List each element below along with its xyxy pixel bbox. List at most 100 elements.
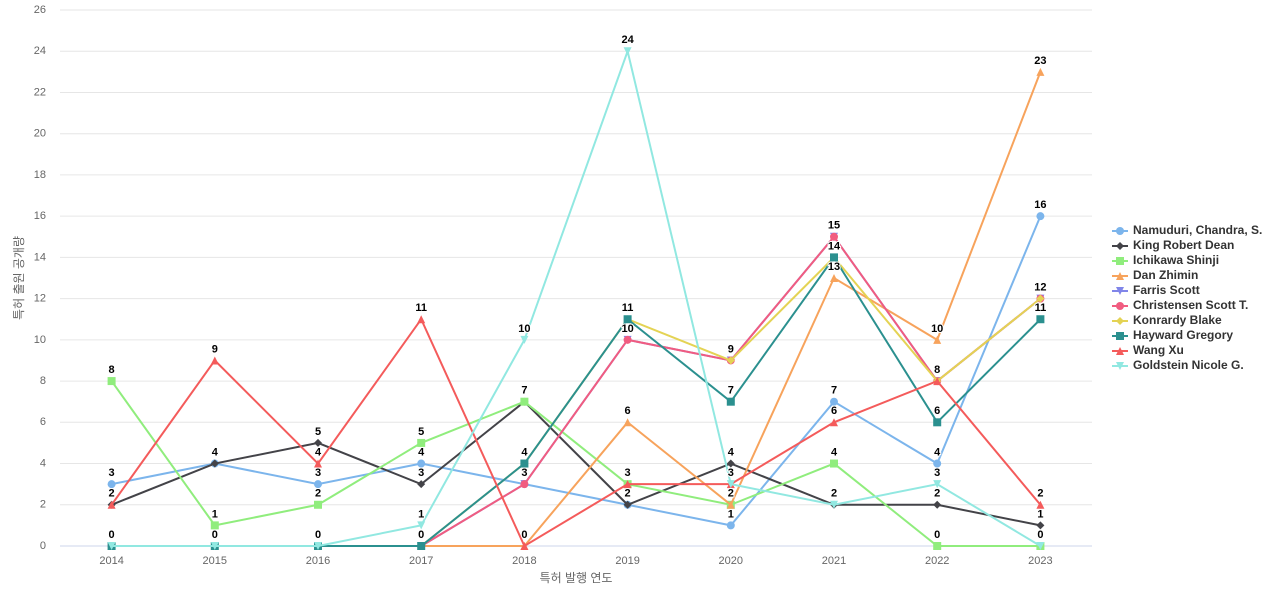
marker bbox=[830, 253, 838, 262]
marker bbox=[314, 459, 322, 468]
y-tick-label: 18 bbox=[34, 169, 46, 181]
marker bbox=[830, 274, 838, 282]
y-tick-label: 16 bbox=[34, 210, 46, 222]
data-label: 2 bbox=[109, 488, 115, 500]
series-line bbox=[110, 317, 1042, 548]
marker bbox=[933, 542, 942, 550]
series-line bbox=[111, 215, 1042, 527]
marker bbox=[1036, 294, 1045, 303]
data-label: 4 bbox=[521, 446, 528, 458]
y-tick-label: 4 bbox=[40, 457, 46, 469]
marker bbox=[417, 315, 426, 324]
data-label: 4 bbox=[418, 446, 425, 458]
data-label: 2 bbox=[625, 488, 631, 500]
data-label: 1 bbox=[1037, 508, 1043, 520]
legend-label: Wang Xu bbox=[1133, 343, 1184, 357]
marker bbox=[210, 542, 219, 550]
marker bbox=[830, 232, 838, 241]
data-label: 1 bbox=[418, 508, 424, 520]
marker bbox=[726, 480, 735, 489]
legend-label: King Robert Dean bbox=[1133, 238, 1234, 252]
data-label: 2 bbox=[1037, 488, 1043, 500]
data-label: 1 bbox=[728, 508, 734, 520]
data-label: 5 bbox=[315, 426, 321, 438]
data-label: 0 bbox=[315, 529, 321, 541]
marker bbox=[107, 480, 116, 489]
marker bbox=[1036, 500, 1045, 509]
data-label: 10 bbox=[931, 323, 943, 335]
marker bbox=[314, 542, 322, 550]
legend-label: Christensen Scott T. bbox=[1133, 298, 1248, 312]
x-tick-label: 2021 bbox=[822, 555, 846, 567]
series-line bbox=[111, 71, 1042, 547]
data-label: 9 bbox=[728, 343, 734, 355]
marker bbox=[1036, 542, 1045, 550]
x-axis-title: 특허 발행 연도 bbox=[540, 570, 613, 585]
marker bbox=[210, 521, 219, 530]
data-label: 2 bbox=[728, 488, 734, 500]
marker bbox=[623, 480, 632, 489]
data-label: 6 bbox=[831, 405, 837, 417]
marker bbox=[417, 542, 426, 550]
data-label: 0 bbox=[521, 529, 527, 541]
marker bbox=[314, 438, 322, 447]
data-label: 3 bbox=[625, 467, 631, 479]
marker bbox=[726, 521, 735, 530]
series-line bbox=[111, 255, 1042, 547]
marker bbox=[1116, 332, 1124, 340]
x-tick-label: 2018 bbox=[512, 555, 536, 567]
marker bbox=[520, 397, 529, 406]
marker bbox=[623, 47, 632, 56]
x-tick-label: 2022 bbox=[925, 555, 949, 567]
marker bbox=[623, 315, 632, 324]
marker bbox=[1116, 287, 1124, 295]
data-label: 1 bbox=[212, 508, 218, 520]
y-tick-label: 20 bbox=[34, 128, 46, 140]
data-label: 16 bbox=[1034, 199, 1046, 211]
data-label: 6 bbox=[934, 405, 940, 417]
x-tick-label: 2019 bbox=[615, 555, 639, 567]
marker bbox=[830, 500, 838, 509]
marker bbox=[933, 459, 942, 468]
data-label: 13 bbox=[828, 261, 840, 273]
series bbox=[107, 315, 1045, 550]
marker bbox=[107, 542, 116, 550]
data-label: 0 bbox=[934, 529, 940, 541]
data-label: 4 bbox=[315, 446, 322, 458]
y-tick-label: 10 bbox=[34, 334, 46, 346]
marker bbox=[1036, 212, 1045, 221]
x-tick-label: 2016 bbox=[306, 555, 330, 567]
data-label: 9 bbox=[212, 343, 218, 355]
legend-label: Namuduri, Chandra, S. bbox=[1133, 223, 1262, 237]
marker bbox=[1036, 67, 1045, 76]
marker bbox=[314, 480, 322, 489]
data-label: 12 bbox=[1034, 282, 1046, 294]
data-label: 2 bbox=[934, 488, 940, 500]
data-label: 0 bbox=[212, 529, 218, 541]
data-label: 2 bbox=[315, 488, 321, 500]
marker bbox=[520, 542, 529, 550]
data-label: 8 bbox=[109, 364, 115, 376]
legend-label: Hayward Gregory bbox=[1133, 328, 1233, 342]
legend-label: Farris Scott bbox=[1133, 283, 1200, 297]
y-tick-label: 8 bbox=[40, 375, 46, 387]
marker bbox=[417, 438, 426, 447]
x-tick-label: 2015 bbox=[203, 555, 227, 567]
data-label: 3 bbox=[728, 467, 734, 479]
data-label: 14 bbox=[828, 240, 841, 252]
legend-label: Goldstein Nicole G. bbox=[1133, 358, 1244, 372]
data-label: 5 bbox=[418, 426, 424, 438]
marker bbox=[210, 459, 219, 468]
y-tick-label: 22 bbox=[34, 86, 46, 98]
data-label: 3 bbox=[521, 467, 527, 479]
series-line bbox=[110, 380, 1041, 547]
data-label: 10 bbox=[621, 323, 633, 335]
data-label: 24 bbox=[621, 34, 634, 46]
data-label: 3 bbox=[315, 467, 321, 479]
data-label: 11 bbox=[622, 302, 634, 314]
legend-label: Ichikawa Shinji bbox=[1133, 253, 1219, 267]
series bbox=[107, 47, 1045, 550]
data-label: 0 bbox=[418, 529, 424, 541]
data-label: 7 bbox=[521, 385, 527, 397]
